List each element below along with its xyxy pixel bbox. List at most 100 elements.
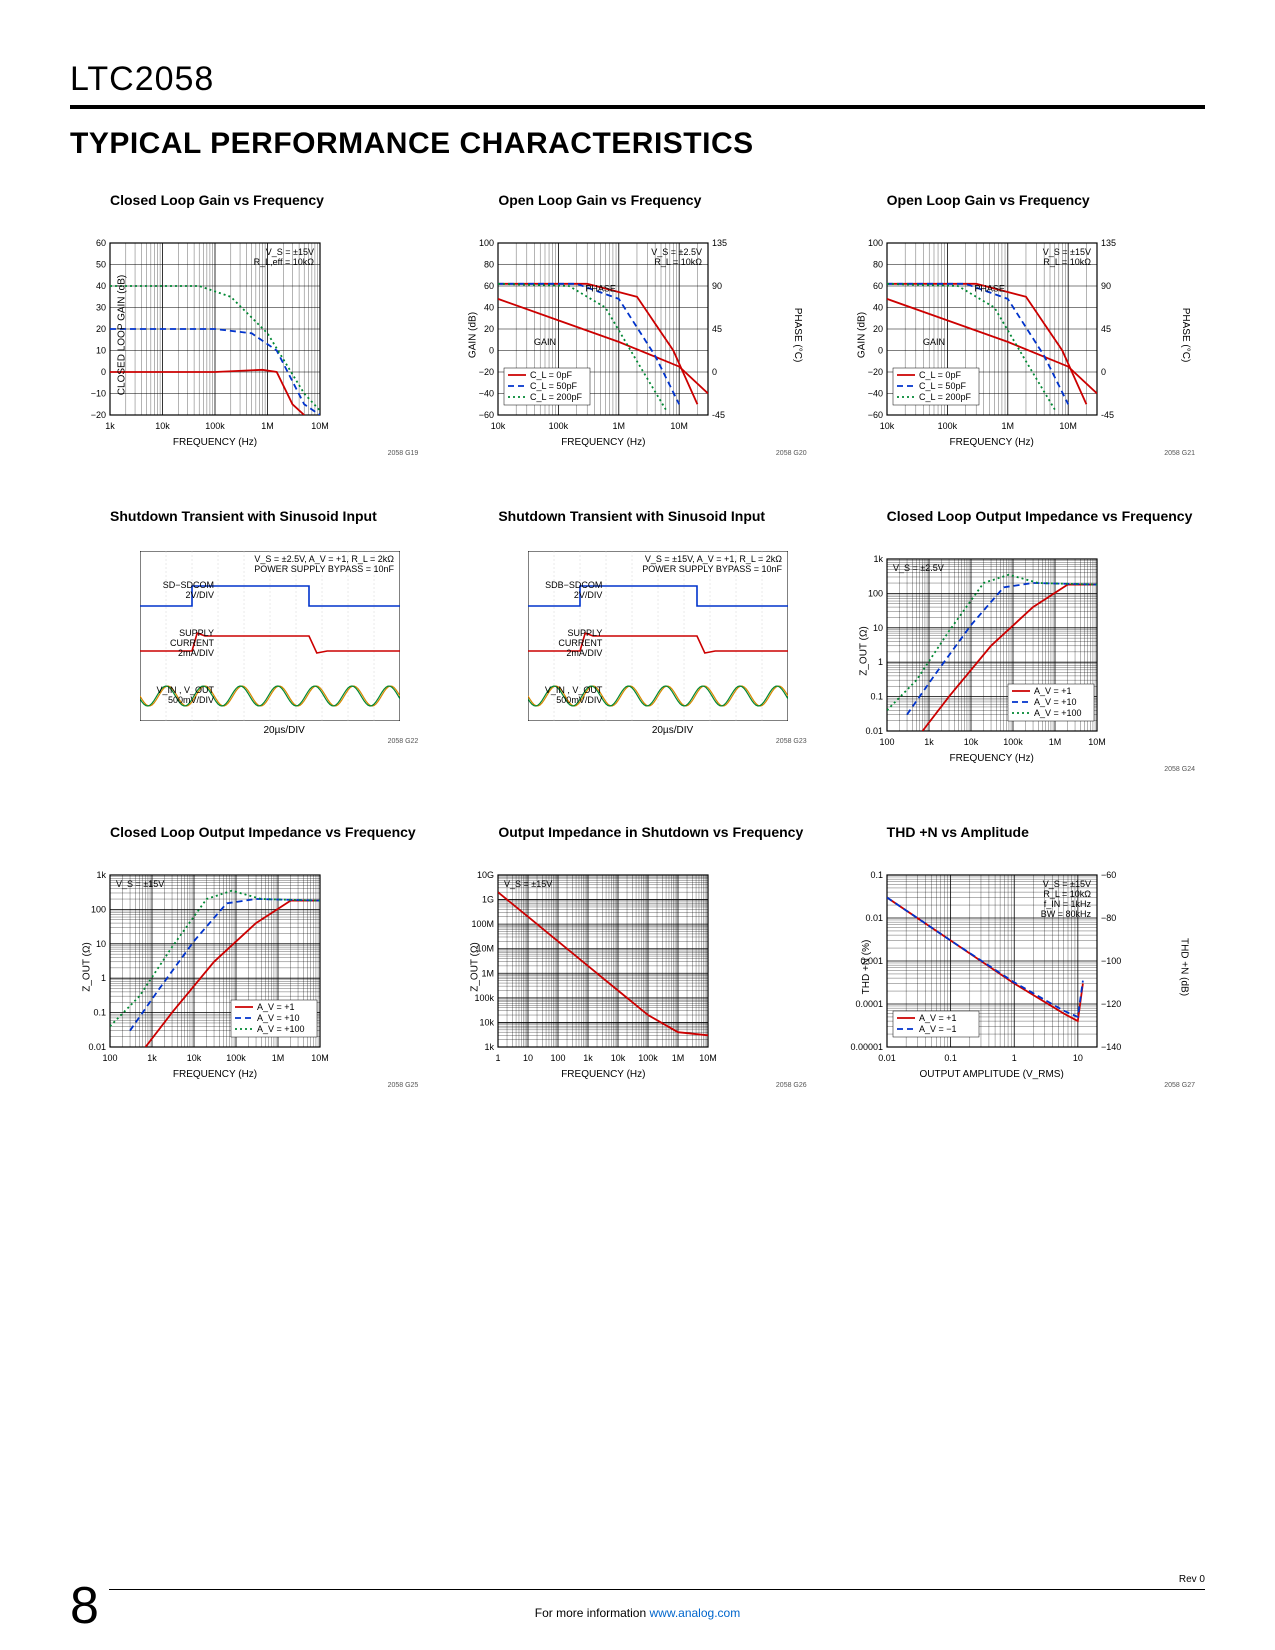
svg-text:10M: 10M xyxy=(1059,421,1077,431)
svg-text:-45: -45 xyxy=(1101,410,1114,420)
svg-text:100: 100 xyxy=(551,1053,566,1063)
svg-text:V_S = ±15V: V_S = ±15V xyxy=(1042,247,1090,257)
svg-text:1: 1 xyxy=(878,657,883,667)
y-axis-label: Z_OUT (Ω) xyxy=(81,942,92,992)
page-number: 8 xyxy=(70,1576,109,1636)
svg-text:1: 1 xyxy=(1011,1053,1016,1063)
svg-text:GAIN: GAIN xyxy=(923,337,945,347)
svg-text:45: 45 xyxy=(1101,324,1111,334)
y-axis-label: CLOSED LOOP GAIN (dB) xyxy=(117,275,128,395)
page-footer: 8 Rev 0 For more information www.analog.… xyxy=(70,1589,1205,1620)
chart-title: THD +N vs Amplitude xyxy=(847,823,1205,859)
svg-text:10M: 10M xyxy=(671,421,689,431)
svg-text:A_V = +1: A_V = +1 xyxy=(1034,686,1072,696)
svg-text:−60: −60 xyxy=(479,410,494,420)
figure-ref: 2058 G24 xyxy=(847,766,1205,773)
figure-ref: 2058 G21 xyxy=(847,450,1205,457)
scope-row-labels: SD−SDCOM2V/DIVSUPPLY CURRENT2mA/DIVV_IN … xyxy=(134,581,214,710)
svg-text:100k: 100k xyxy=(937,421,957,431)
svg-text:A_V = +10: A_V = +10 xyxy=(1034,697,1077,707)
svg-text:100: 100 xyxy=(479,238,494,248)
svg-text:0.00001: 0.00001 xyxy=(850,1042,883,1052)
svg-text:POWER SUPPLY BYPASS = 10nF: POWER SUPPLY BYPASS = 10nF xyxy=(643,564,783,574)
svg-text:1M: 1M xyxy=(482,968,495,978)
svg-text:100k: 100k xyxy=(639,1053,659,1063)
svg-text:−20: −20 xyxy=(479,367,494,377)
svg-text:10k: 10k xyxy=(155,421,170,431)
x-axis-label: FREQUENCY (Hz) xyxy=(498,437,708,448)
svg-text:−80: −80 xyxy=(1101,913,1116,923)
svg-text:1G: 1G xyxy=(482,895,494,905)
svg-text:1: 1 xyxy=(101,973,106,983)
chart-g21: Open Loop Gain vs Frequency10k100k1M10M−… xyxy=(847,191,1205,457)
svg-text:A_V = +100: A_V = +100 xyxy=(257,1024,305,1034)
svg-text:R_L = 10kΩ: R_L = 10kΩ xyxy=(1043,889,1091,899)
svg-text:V_S = ±2.5V, A_V = +1, R_L = 2: V_S = ±2.5V, A_V = +1, R_L = 2kΩ xyxy=(254,554,394,564)
section-title: TYPICAL PERFORMANCE CHARACTERISTICS xyxy=(70,127,1205,161)
x-axis-label: FREQUENCY (Hz) xyxy=(887,753,1097,764)
y2-axis-label: THD +N (dB) xyxy=(1178,938,1189,996)
svg-text:0: 0 xyxy=(878,346,883,356)
svg-text:20: 20 xyxy=(873,324,883,334)
x-axis-label: OUTPUT AMPLITUDE (V_RMS) xyxy=(887,1069,1097,1080)
figure-ref: 2058 G23 xyxy=(458,738,816,745)
svg-text:10: 10 xyxy=(96,939,106,949)
svg-text:1k: 1k xyxy=(873,554,883,564)
svg-text:−40: −40 xyxy=(867,389,882,399)
svg-text:−40: −40 xyxy=(479,389,494,399)
y-axis-label: Z_OUT (Ω) xyxy=(470,942,481,992)
svg-text:C_L = 50pF: C_L = 50pF xyxy=(530,381,577,391)
svg-text:135: 135 xyxy=(1101,238,1116,248)
svg-text:V_S = ±2.5V: V_S = ±2.5V xyxy=(893,563,944,573)
svg-text:45: 45 xyxy=(712,324,722,334)
x-axis-label: FREQUENCY (Hz) xyxy=(110,1069,320,1080)
figure-ref: 2058 G25 xyxy=(70,1082,428,1089)
svg-text:10k: 10k xyxy=(611,1053,626,1063)
svg-text:V_S = ±15V: V_S = ±15V xyxy=(116,879,164,889)
figure-ref: 2058 G22 xyxy=(70,738,428,745)
svg-text:0: 0 xyxy=(1101,367,1106,377)
svg-text:C_L = 50pF: C_L = 50pF xyxy=(919,381,966,391)
svg-text:100k: 100k xyxy=(1003,737,1023,747)
chart-g26: Output Impedance in Shutdown vs Frequenc… xyxy=(458,823,816,1089)
svg-text:100: 100 xyxy=(91,904,106,914)
svg-text:−120: −120 xyxy=(1101,999,1121,1009)
svg-text:A_V = +1: A_V = +1 xyxy=(919,1013,957,1023)
svg-text:C_L = 0pF: C_L = 0pF xyxy=(530,370,572,380)
svg-text:POWER SUPPLY BYPASS = 10nF: POWER SUPPLY BYPASS = 10nF xyxy=(254,564,394,574)
svg-text:60: 60 xyxy=(96,238,106,248)
svg-text:100M: 100M xyxy=(472,919,495,929)
footer-link[interactable]: www.analog.com xyxy=(649,1606,740,1620)
svg-text:60: 60 xyxy=(873,281,883,291)
svg-text:1k: 1k xyxy=(96,870,106,880)
svg-text:10: 10 xyxy=(523,1053,533,1063)
svg-text:−60: −60 xyxy=(1101,870,1116,880)
svg-text:0: 0 xyxy=(101,367,106,377)
svg-text:10: 10 xyxy=(873,623,883,633)
svg-text:GAIN: GAIN xyxy=(534,337,556,347)
part-number: LTC2058 xyxy=(70,60,1205,109)
svg-text:−20: −20 xyxy=(91,410,106,420)
svg-text:0.1: 0.1 xyxy=(870,692,883,702)
svg-text:135: 135 xyxy=(712,238,727,248)
svg-text:40: 40 xyxy=(484,303,494,313)
svg-text:10k: 10k xyxy=(480,1017,495,1027)
chart-grid: Closed Loop Gain vs Frequency1k10k100k1M… xyxy=(70,191,1205,1089)
svg-text:0.01: 0.01 xyxy=(865,913,883,923)
chart-g25: Closed Loop Output Impedance vs Frequenc… xyxy=(70,823,428,1089)
svg-text:−60: −60 xyxy=(867,410,882,420)
svg-text:0.01: 0.01 xyxy=(865,726,883,736)
svg-text:1M: 1M xyxy=(272,1053,285,1063)
svg-text:10k: 10k xyxy=(491,421,506,431)
svg-text:10: 10 xyxy=(96,346,106,356)
svg-text:20: 20 xyxy=(96,324,106,334)
svg-text:10M: 10M xyxy=(1088,737,1106,747)
svg-text:−140: −140 xyxy=(1101,1042,1121,1052)
footer-text: For more information www.analog.com xyxy=(70,1606,1205,1620)
svg-text:100k: 100k xyxy=(205,421,225,431)
svg-text:1k: 1k xyxy=(584,1053,594,1063)
svg-text:0.01: 0.01 xyxy=(878,1053,896,1063)
svg-text:PHASE: PHASE xyxy=(974,283,1005,293)
chart-title: Open Loop Gain vs Frequency xyxy=(458,191,816,227)
svg-text:10: 10 xyxy=(1072,1053,1082,1063)
